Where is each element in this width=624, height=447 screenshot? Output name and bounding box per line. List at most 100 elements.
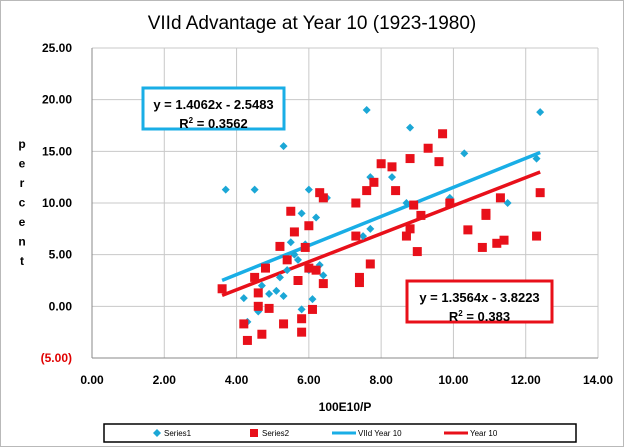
series2-point [477, 242, 487, 252]
series2-point [304, 221, 314, 231]
series2-point [253, 301, 263, 311]
series2-point [423, 143, 433, 153]
legend-series1-marker [153, 429, 161, 437]
series2-point [297, 314, 307, 324]
series1-point [503, 199, 512, 207]
series2-point [391, 186, 401, 196]
series2-point [401, 231, 411, 241]
series1-point [460, 149, 469, 158]
series1-point [283, 266, 292, 275]
series2-point [311, 265, 321, 275]
series2-point [286, 206, 296, 216]
series2-point [362, 186, 372, 196]
series2-point [304, 263, 314, 273]
series2-point [499, 235, 509, 245]
series2-point [354, 272, 364, 282]
series1-point [297, 209, 306, 218]
y-axis-label-letter: e [19, 215, 26, 229]
blue-trendline-equation: y = 1.4062x - 2.5483 [153, 97, 273, 112]
series2-point [535, 188, 545, 198]
series1-point [402, 199, 411, 207]
series1-point [387, 173, 396, 182]
series2-point [369, 177, 379, 187]
series2-point [412, 247, 422, 257]
series1-point [297, 305, 306, 314]
series1-point [265, 289, 274, 298]
series1-point [366, 224, 375, 233]
series1-point [308, 295, 317, 304]
series2-point [365, 259, 375, 269]
red-trendline-equation: y = 1.3564x - 3.8223 [419, 290, 539, 305]
series2-point [481, 208, 491, 218]
series2-point [275, 241, 285, 251]
y-tick-label: 5.00 [49, 248, 73, 262]
y-axis-label-letter: p [18, 137, 25, 151]
series2-point [239, 319, 249, 329]
series1-point [406, 123, 415, 132]
series2-point [253, 288, 263, 298]
series2-point [376, 159, 386, 169]
series2-point [405, 154, 415, 164]
series1-point [359, 232, 368, 241]
series2-point [438, 129, 448, 139]
x-tick-label: 8.00 [369, 373, 393, 387]
series2-point [289, 227, 299, 237]
series1-point [290, 250, 299, 259]
x-tick-label: 4.00 [225, 373, 249, 387]
red-trendline-box [405, 279, 554, 324]
series1-point [250, 185, 259, 194]
series2-point [217, 284, 227, 294]
series1-point [272, 286, 281, 295]
series1-point [221, 185, 230, 194]
series2-point [242, 335, 252, 345]
legend-trendline-label: Year 10 [470, 429, 498, 438]
series1-point [536, 108, 545, 117]
series2-point [387, 162, 397, 172]
series1-point [279, 292, 288, 300]
x-tick-label: 10.00 [438, 373, 468, 387]
y-axis-label-letter: t [20, 254, 24, 268]
series2-point [354, 278, 364, 288]
legend-series2-label: Series2 [262, 429, 290, 438]
series2-point [445, 198, 455, 208]
series2-point [318, 279, 328, 289]
series1-point [275, 273, 284, 282]
series2-point [260, 263, 270, 273]
y-axis-label-letter: e [19, 157, 26, 171]
series2-point [250, 272, 260, 282]
y-axis-label-letter: c [19, 196, 26, 210]
legend-series1-label: Series1 [164, 429, 192, 438]
x-tick-label: 12.00 [511, 373, 541, 387]
series2-point [293, 276, 303, 285]
series2-point [300, 242, 310, 252]
series2-point [315, 188, 325, 198]
series2-point [351, 198, 361, 208]
series2-point [264, 303, 274, 313]
x-tick-label: 14.00 [583, 373, 613, 387]
red-trendline-r2: R2 = 0.383 [449, 309, 510, 324]
series1-point [319, 271, 328, 280]
trendline [221, 170, 541, 298]
series1-point [294, 255, 303, 264]
series2-point [318, 193, 328, 203]
y-tick-label: (5.00) [41, 351, 72, 365]
series2-point [307, 304, 317, 314]
series2-point [409, 200, 419, 210]
series1-point [362, 106, 371, 114]
blue-trendline-r2: R2 = 0.3562 [179, 116, 247, 131]
series1-point [304, 185, 313, 194]
y-tick-label: 10.00 [42, 196, 72, 210]
x-tick-label: 0.00 [80, 373, 104, 387]
legend-trendline-label: VIId Year 10 [358, 429, 402, 438]
y-tick-label: 15.00 [42, 144, 72, 158]
blue-trendline-box [141, 86, 286, 131]
y-axis-label-letter: n [18, 235, 25, 249]
series2-point [257, 329, 267, 339]
series2-point [279, 319, 289, 329]
series1-point [239, 294, 248, 303]
series1-point [532, 154, 541, 163]
series2-point [297, 327, 307, 337]
y-tick-label: 25.00 [42, 41, 72, 55]
series1-point [312, 213, 321, 222]
